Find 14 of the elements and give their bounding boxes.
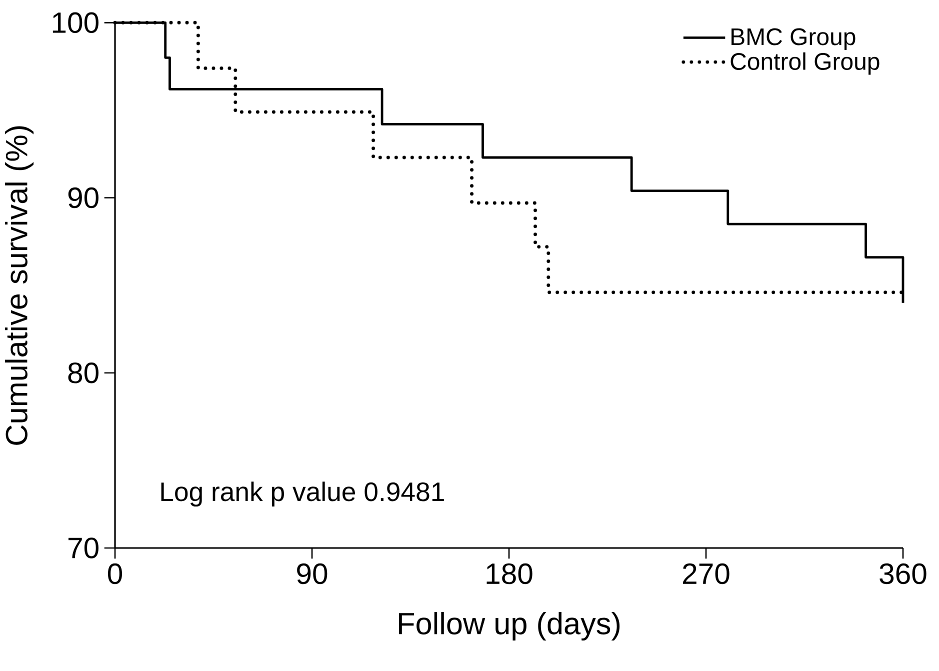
x-axis-title: Follow up (days) xyxy=(399,612,620,641)
legend-label: Control Group xyxy=(730,52,880,75)
y-tick-label: 80 xyxy=(68,362,98,384)
x-tick-label: 270 xyxy=(683,563,730,584)
x-tick-label: 90 xyxy=(297,563,328,584)
x-tick-label: 180 xyxy=(486,563,532,584)
y-tick-label: 70 xyxy=(68,538,98,558)
legend-label: BMC Group xyxy=(732,28,856,50)
y-tick-label: 100 xyxy=(52,12,98,34)
annotation: Log rank p value 0.9481 xyxy=(161,482,444,507)
y-axis-title: Cumulative survival (%) xyxy=(4,126,34,445)
x-tick-label: 360 xyxy=(880,563,926,584)
x-tick-label: 0 xyxy=(108,563,122,584)
y-tick-label: 90 xyxy=(68,187,98,208)
